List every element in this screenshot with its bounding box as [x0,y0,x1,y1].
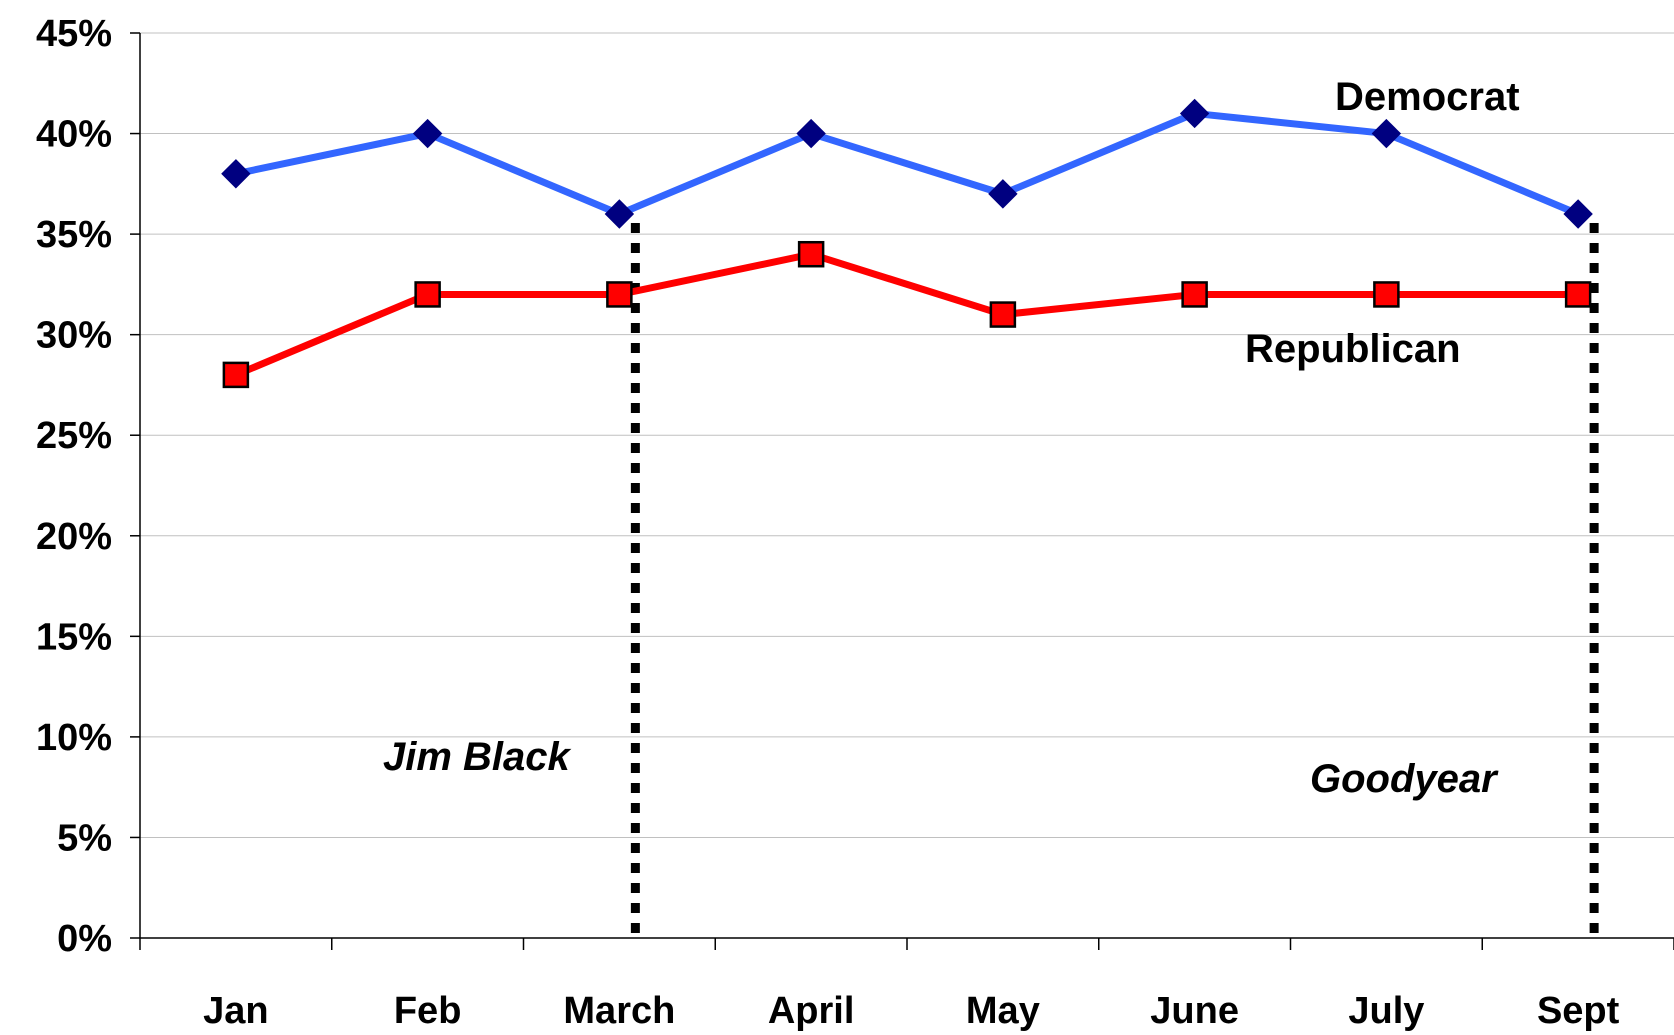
goodyear-annotation: Goodyear [1310,757,1499,801]
y-tick-label: 40% [36,114,112,156]
y-tick-label: 35% [36,214,112,256]
labels: Democrat Republican Jim Black Goodyear [383,75,1520,801]
x-tick-label: Sept [1537,990,1620,1032]
data-point-democrat [221,159,251,189]
series-line-democrat [235,109,1580,218]
x-tick-label: Feb [394,990,462,1032]
x-tick-label: June [1150,990,1239,1032]
event-markers [630,214,1599,933]
data-point-democrat [1563,199,1593,229]
y-tick-label: 0% [57,918,112,960]
data-point-republican [606,281,633,308]
x-tick-label: May [966,990,1040,1032]
y-tick-label: 25% [36,415,112,457]
data-point-republican [222,361,250,389]
y-axis-tick-labels: 0% 5% 10% 15% 20% 25% 30% 35% 40% 45% [36,13,112,960]
data-point-republican [1373,281,1400,308]
jim-black-annotation: Jim Black [383,735,572,779]
data-point-democrat [988,179,1018,209]
x-tick-label: Jan [203,990,268,1032]
democrat-series-label: Democrat [1335,75,1520,119]
axes [130,32,1674,950]
y-tick-label: 45% [36,13,112,55]
data-point-republican [1564,281,1592,308]
y-tick-label: 20% [36,516,112,558]
gridlines [140,32,1674,838]
data-point-republican [797,240,825,268]
republican-series-label: Republican [1245,327,1461,371]
x-tick-label: July [1348,990,1424,1032]
y-tick-label: 10% [36,717,112,759]
data-point-republican [1181,281,1208,308]
y-tick-label: 30% [36,315,112,357]
series-line-republican [234,250,1579,379]
y-tick-label: 15% [36,616,112,658]
data-point-democrat [796,118,826,149]
data-point-democrat [604,199,635,229]
data-point-republican [414,281,441,308]
y-tick-label: 5% [57,817,112,859]
data-point-democrat [1371,118,1402,149]
x-tick-label: March [563,990,675,1032]
x-axis-tick-labels: Jan Feb March April May June July Sept [203,990,1620,1032]
data-point-democrat [1179,98,1210,129]
data-point-democrat [412,118,443,149]
x-tick-label: April [768,990,855,1032]
series [221,98,1593,389]
data-point-republican [989,301,1017,328]
